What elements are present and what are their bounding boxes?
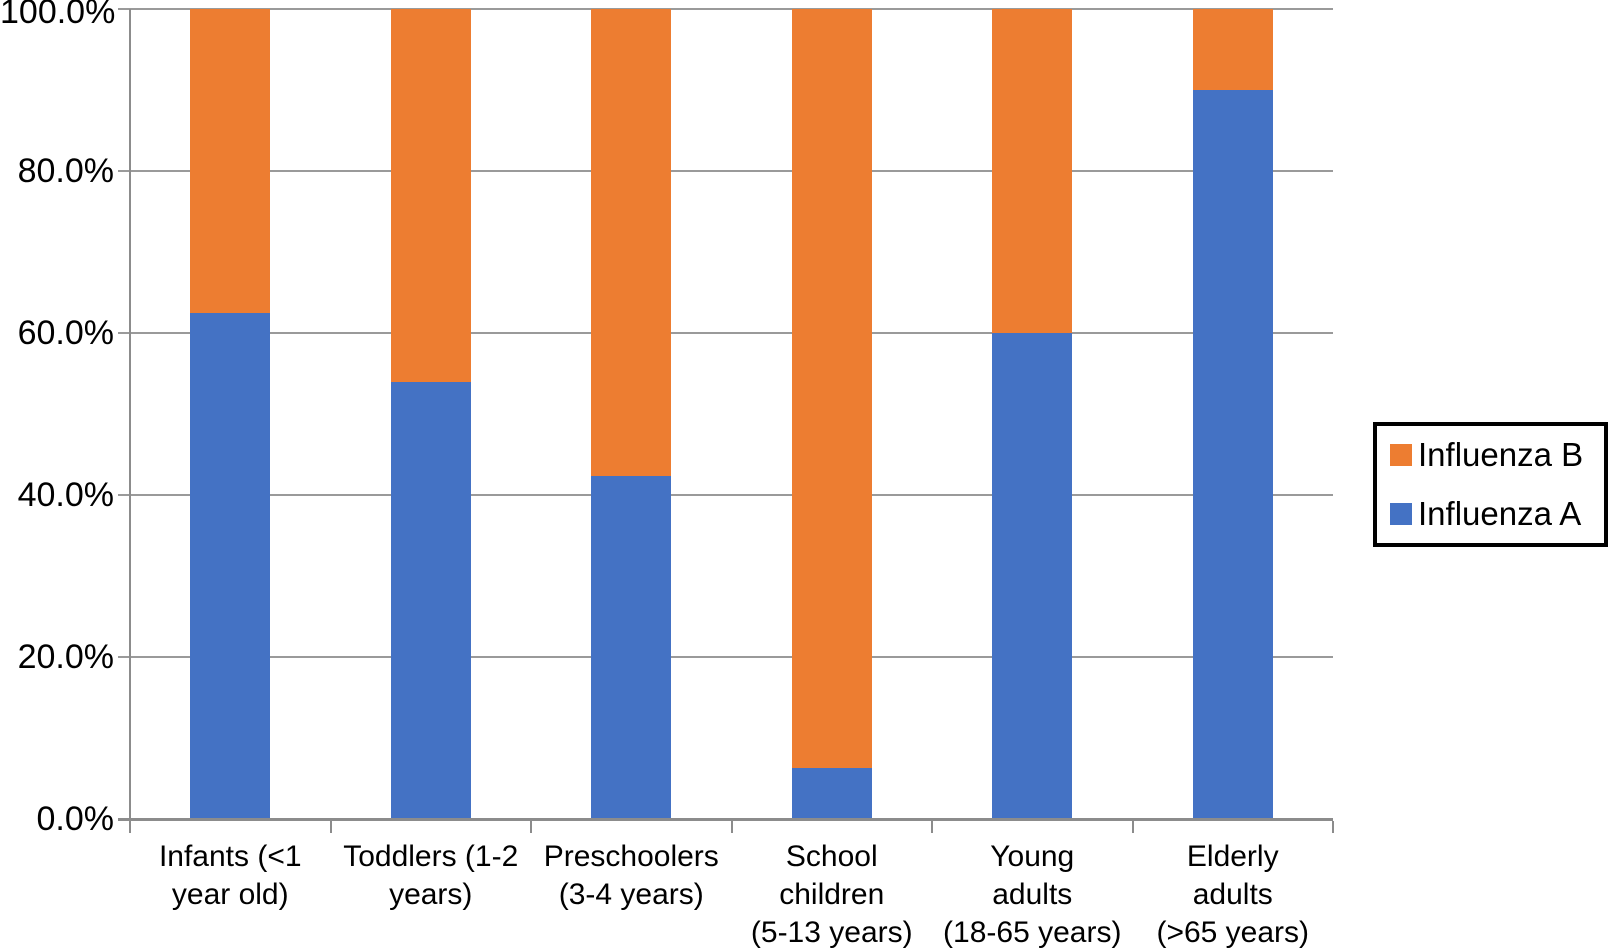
x-axis-category-label-line: adults	[992, 878, 1073, 911]
x-axis-tick	[931, 821, 933, 833]
x-axis-tick	[1131, 821, 1134, 833]
x-axis-category-label-line: years)	[389, 878, 473, 911]
gridline-40-percent	[118, 494, 1333, 496]
x-axis-category-label-line: Infants (<1	[158, 840, 302, 873]
x-axis-category-label-line: (>65 years)	[1156, 916, 1310, 949]
x-axis-tick	[1332, 821, 1334, 833]
y-axis-tick-label: 100.0%	[0, 0, 116, 31]
legend-item-influenza-b: Influenza B	[1390, 437, 1604, 473]
bar-influenza-a-infants-1-year-old	[190, 312, 271, 819]
bar-influenza-b-infants-1-year-old	[190, 9, 271, 313]
x-axis-category-label: School children (5-13 years)	[722, 838, 942, 952]
bar-influenza-a-school-children-5-13-years	[791, 767, 872, 819]
y-axis-tick-label: 40.0%	[17, 476, 114, 514]
x-axis-category-label-line: Toddlers (1-2	[343, 840, 519, 873]
bar-influenza-a-preschoolers-3-4-years	[591, 476, 672, 819]
y-axis-tick-label: 0.0%	[36, 800, 115, 838]
gridline-20-percent	[118, 656, 1333, 658]
bar-influenza-a-elderly-adults-65-years	[1192, 90, 1273, 819]
bar-influenza-b-elderly-adults-65-years	[1192, 9, 1273, 90]
x-axis-tick	[530, 821, 532, 833]
bar-influenza-a-young-adults-18-65-years	[992, 333, 1073, 819]
x-axis-category-label: Infants (<1 year old)	[120, 838, 340, 914]
x-axis-category-label-line: Preschoolers	[543, 840, 719, 873]
x-axis-tick	[730, 821, 733, 833]
x-axis-category-label-line: (3-4 years)	[558, 878, 704, 911]
gridline-80-percent	[118, 170, 1333, 172]
legend-swatch-influenza-a	[1390, 502, 1412, 525]
x-axis-category-label-line: (5-13 years)	[750, 916, 913, 949]
x-axis-tick	[329, 821, 332, 833]
x-axis-category-label-line: (18-65 years)	[943, 916, 1122, 949]
x-axis-category-label-line: Young	[990, 840, 1075, 873]
y-axis-tick-label: 80.0%	[17, 152, 114, 190]
y-axis-tick-label: 60.0%	[17, 314, 114, 352]
bar-influenza-b-school-children-5-13-years	[791, 9, 872, 768]
bar-influenza-b-preschoolers-3-4-years	[591, 9, 672, 477]
y-axis-line	[129, 9, 131, 821]
x-axis-category-label: Elderly adults (>65 years)	[1123, 838, 1343, 952]
y-axis-tick-label: 20.0%	[17, 638, 114, 676]
x-axis-category-label-line: adults	[1192, 878, 1273, 911]
x-axis-category-label-line: year old)	[171, 878, 289, 911]
legend-item-influenza-a: Influenza A	[1390, 494, 1604, 532]
x-axis-category-label: Toddlers (1-2 years)	[321, 838, 541, 914]
x-axis-category-label: Preschoolers (3-4 years)	[521, 838, 741, 914]
legend-label: Influenza A	[1418, 494, 1582, 532]
x-axis-category-label: Young adults (18-65 years)	[922, 838, 1142, 952]
gridline-60-percent	[118, 332, 1333, 334]
bar-influenza-b-toddlers-1-2-years	[390, 9, 471, 382]
x-axis-category-label-line: children	[779, 878, 885, 911]
x-axis-category-label-line: School	[785, 840, 878, 873]
bar-influenza-a-toddlers-1-2-years	[390, 381, 471, 819]
x-axis-line	[118, 818, 1333, 821]
legend-label: Influenza B	[1418, 436, 1584, 474]
x-axis-tick	[129, 821, 131, 833]
gridline-100-percent	[118, 8, 1333, 10]
legend: Influenza B Influenza A	[1373, 422, 1608, 547]
bar-influenza-b-young-adults-18-65-years	[992, 9, 1073, 333]
x-axis-category-label-line: Elderly	[1186, 840, 1279, 873]
legend-swatch-influenza-b	[1390, 444, 1412, 467]
